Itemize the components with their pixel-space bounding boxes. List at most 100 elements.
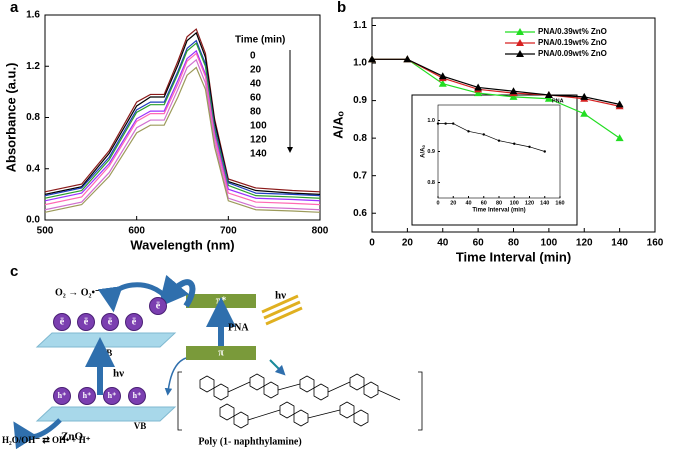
x-tick-label: 100 <box>541 238 558 249</box>
marker <box>580 92 589 100</box>
series-line <box>44 66 321 213</box>
legend-entry: 20 <box>250 65 262 76</box>
cb-slab <box>35 332 177 348</box>
legend-marker <box>516 39 524 46</box>
marker <box>438 72 447 80</box>
pi-star-label: π* <box>216 295 226 306</box>
legend-entry: 0 <box>250 51 256 62</box>
x-tick-label: 80 <box>496 200 502 206</box>
x-tick-label: 160 <box>647 238 664 249</box>
x-tick-label: 60 <box>481 200 487 206</box>
electron-label: ē <box>84 316 89 327</box>
x-tick-label: 160 <box>555 200 564 206</box>
x-tick-label: 60 <box>473 238 485 249</box>
hole-label: h⁺ <box>108 391 117 400</box>
x-tick-label: 0 <box>369 238 375 249</box>
inset-frame <box>411 94 578 226</box>
legend-marker <box>516 50 524 57</box>
marker <box>509 87 518 95</box>
marker <box>615 100 624 108</box>
marker <box>436 122 440 125</box>
marker <box>544 94 553 102</box>
marker <box>615 134 624 142</box>
series-line <box>44 49 321 202</box>
y-axis-label: A/Aₒ <box>421 145 427 158</box>
x-tick-label: 20 <box>450 200 456 206</box>
marker <box>467 130 470 133</box>
y-tick-label: 1.0 <box>427 118 435 124</box>
hole <box>128 387 146 405</box>
y-tick-label: 1.0 <box>353 58 367 69</box>
marker <box>452 122 455 125</box>
legend-entry: 120 <box>250 135 267 146</box>
legend-entry: PNA/0.39wt% ZnO <box>538 27 607 36</box>
vb-slab <box>35 406 177 422</box>
diagram: c O₂ → O₂•⁻ CB hν VB ZnO H₂O/OH⁻ ⇄ OH• +… <box>2 263 423 450</box>
marker <box>403 55 412 63</box>
x-tick-label: 0 <box>436 200 439 206</box>
y-tick-label: 1.1 <box>353 20 367 31</box>
marker <box>444 122 447 125</box>
legend-entry: PNA/0.19wt% ZnO <box>538 38 607 47</box>
x-tick-label: 700 <box>220 226 237 237</box>
legend-entry: PNA/0.09wt% ZnO <box>538 49 607 58</box>
hole <box>78 387 96 405</box>
legend-entry: 40 <box>250 79 262 90</box>
marker <box>438 79 447 87</box>
x-tick-label: 140 <box>540 200 549 206</box>
series-line <box>372 58 620 139</box>
series-line <box>44 39 321 197</box>
y-tick-label: 1.2 <box>26 61 40 72</box>
y-tick-label: 0.8 <box>26 112 40 123</box>
x-axis-label: Time Interval (min) <box>456 249 571 264</box>
panel-label: b <box>337 0 346 16</box>
light-rays <box>261 294 303 326</box>
marker <box>513 142 516 145</box>
marker <box>580 109 589 117</box>
electron-label: ē <box>132 316 137 327</box>
legend-entry: 60 <box>250 93 262 104</box>
x-tick-label: 100 <box>510 200 519 206</box>
x-tick-label: 40 <box>465 200 471 206</box>
series-line <box>372 58 620 105</box>
polymer-label: Poly (1- naphthylamine) <box>198 436 301 447</box>
electron <box>125 313 143 331</box>
marker <box>474 83 483 91</box>
panel-label: c <box>10 263 18 280</box>
hole <box>53 387 71 405</box>
hole-label: h⁺ <box>83 391 92 400</box>
y-tick-label: 0.0 <box>26 215 40 226</box>
y-tick-label: 0.9 <box>353 95 367 106</box>
x-tick-label: 120 <box>576 238 593 249</box>
marker <box>544 90 553 98</box>
arrow <box>164 357 187 396</box>
y-tick-label: 1.6 <box>26 10 40 21</box>
marker <box>482 133 485 136</box>
arrow <box>269 359 286 376</box>
vb-label: VB <box>134 421 147 431</box>
electron-label: ē <box>156 300 161 311</box>
x-axis-label: Wavelength (nm) <box>130 237 234 252</box>
y-axis-label: Absorbance (a.u.) <box>3 63 18 173</box>
marker <box>528 145 531 149</box>
y-tick-label: 0.8 <box>427 180 435 186</box>
x-axis-label: Time Interval (min) <box>472 208 525 214</box>
electron-label: ē <box>108 316 113 327</box>
hole-label: h⁺ <box>133 391 142 400</box>
electron <box>149 297 167 315</box>
marker <box>497 139 501 142</box>
y-tick-label: 0.7 <box>353 170 367 181</box>
x-tick-label: 800 <box>312 226 329 237</box>
legend-marker <box>516 28 524 35</box>
marker <box>368 55 376 63</box>
panel-label: a <box>10 0 19 16</box>
series-line <box>44 31 321 195</box>
y-tick-label: 0.6 <box>353 208 367 219</box>
x-tick-label: 40 <box>437 238 449 249</box>
o2-reaction: O₂ → O₂•⁻ <box>55 287 100 298</box>
pi-label: π <box>218 347 224 358</box>
electron <box>101 313 119 331</box>
x-tick-label: 500 <box>37 226 54 237</box>
x-tick-label: 80 <box>508 238 520 249</box>
series-line <box>44 28 321 193</box>
